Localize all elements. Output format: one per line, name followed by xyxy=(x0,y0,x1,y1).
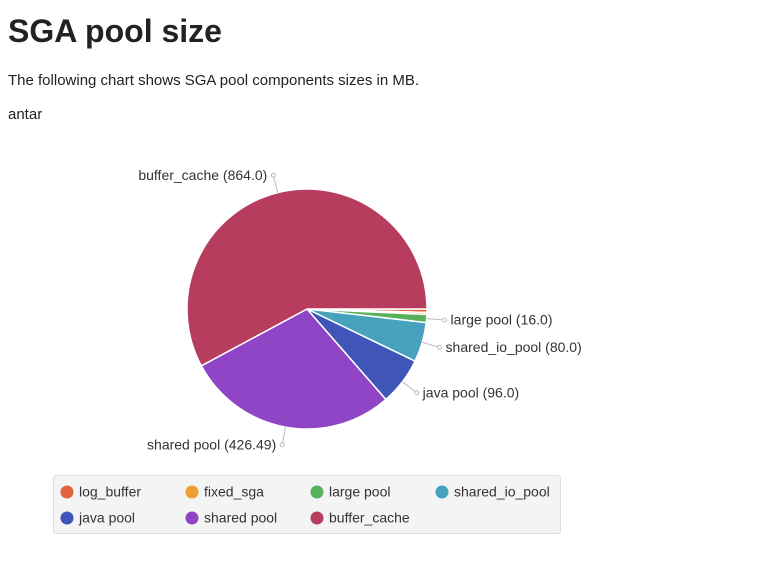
legend-swatch xyxy=(435,485,449,499)
legend-label: buffer_cache xyxy=(329,510,410,526)
data-label: java pool (96.0) xyxy=(422,384,520,400)
connector xyxy=(402,381,417,394)
connector xyxy=(281,426,286,445)
connector-dot xyxy=(279,442,285,448)
page-title: SGA pool size xyxy=(8,13,222,49)
connector xyxy=(426,318,445,321)
connector-dot xyxy=(442,317,448,323)
legend-swatch xyxy=(185,511,199,525)
data-label: shared pool (426.49) xyxy=(147,436,276,452)
legend-label: large pool xyxy=(329,484,391,500)
legend-label: java pool xyxy=(78,510,135,526)
data-label: buffer_cache (864.0) xyxy=(138,167,267,183)
legend-swatch xyxy=(310,485,324,499)
description: The following chart shows SGA pool compo… xyxy=(8,72,420,89)
legend-label: shared pool xyxy=(204,510,277,526)
connector-dot xyxy=(414,390,420,396)
legend-swatch xyxy=(310,511,324,525)
connector-dot xyxy=(270,172,276,178)
legend-swatch xyxy=(60,511,74,525)
connector xyxy=(422,341,440,348)
data-label: shared_io_pool (80.0) xyxy=(446,339,582,355)
connector-dot xyxy=(437,344,443,350)
pie-slice xyxy=(200,308,387,430)
connector xyxy=(272,175,279,193)
subtitle: antar xyxy=(8,106,43,123)
data-label: large pool (16.0) xyxy=(451,312,553,328)
legend-swatch xyxy=(60,485,74,499)
legend-label: shared_io_pool xyxy=(454,484,550,500)
legend-swatch xyxy=(185,485,199,499)
legend-label: log_buffer xyxy=(79,484,141,500)
legend-box xyxy=(53,475,561,534)
legend-label: fixed_sga xyxy=(204,484,264,500)
